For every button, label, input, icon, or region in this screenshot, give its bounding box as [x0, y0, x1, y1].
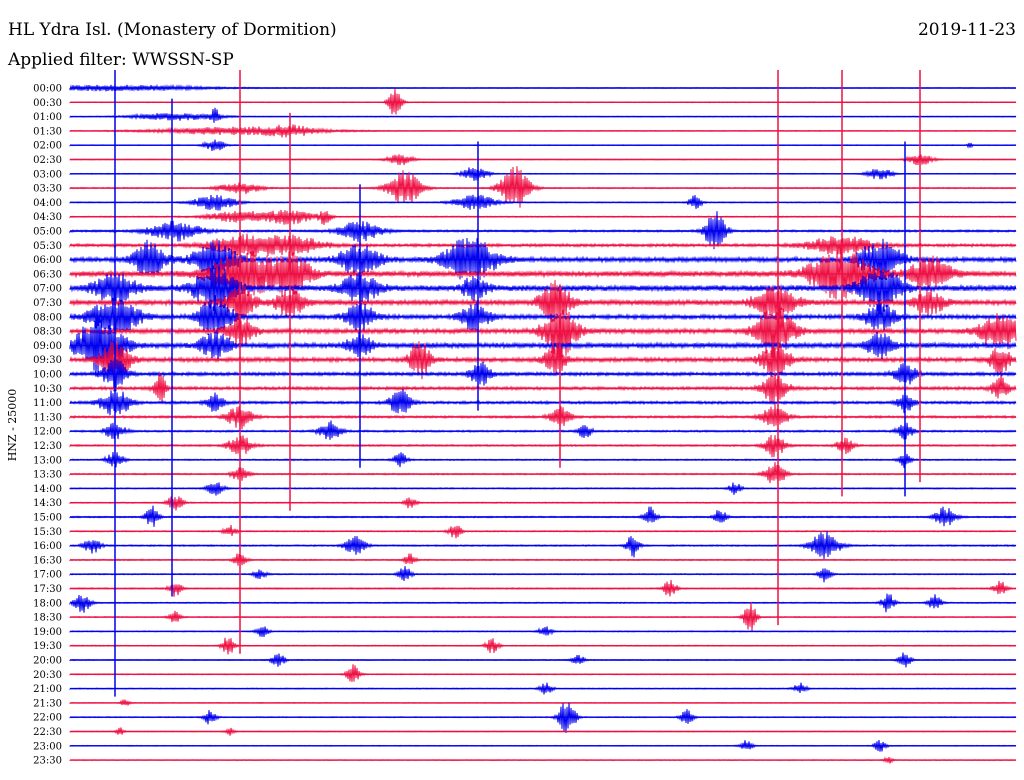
time-tick-label: 04:00: [33, 198, 62, 209]
time-tick-label: 20:30: [33, 670, 62, 681]
trace-1000: [69, 359, 1017, 392]
trace-1330: [69, 462, 1017, 484]
time-tick-label: 02:00: [33, 141, 62, 152]
time-tick-label: 08:00: [33, 312, 62, 323]
time-tick-label: 23:00: [33, 741, 62, 752]
time-tick-label: 07:00: [33, 284, 62, 295]
time-tick-label: 17:30: [33, 584, 62, 595]
time-tick-label: 00:00: [33, 84, 62, 95]
trace-group: [69, 70, 1017, 764]
time-tick-label: 17:00: [33, 570, 62, 581]
time-tick-label: 01:00: [33, 112, 62, 123]
time-tick-label: 19:30: [33, 641, 62, 652]
filter-label: Applied filter: WWSSN-SP: [8, 50, 234, 70]
time-tick-label: 23:30: [33, 756, 62, 767]
station-title: HL Ydra Isl. (Monastery of Dormition): [8, 20, 337, 40]
time-tick-labels: 00:00 00:30 01:00 01:30 02:00 02:30 03:00 03:30…: [33, 84, 62, 767]
time-tick-label: 06:30: [33, 269, 62, 280]
time-tick-label: 08:30: [33, 327, 62, 338]
trace-0030: [69, 88, 1017, 115]
time-tick-label: 10:00: [33, 370, 62, 381]
time-tick-label: 16:30: [33, 555, 62, 566]
time-tick-label: 21:30: [33, 698, 62, 709]
time-tick-label: 05:30: [33, 241, 62, 252]
time-tick-label: 16:00: [33, 541, 62, 552]
time-tick-label: 03:30: [33, 184, 62, 195]
time-tick-label: 22:00: [33, 713, 62, 724]
time-tick-label: 09:30: [33, 355, 62, 366]
time-tick-label: 02:30: [33, 155, 62, 166]
trace-0430: [69, 209, 1017, 226]
trace-1200: [69, 420, 1017, 440]
time-tick-label: 18:30: [33, 613, 62, 624]
time-tick-label: 20:00: [33, 656, 62, 667]
time-tick-label: 15:00: [33, 513, 62, 524]
time-tick-label: 15:30: [33, 527, 62, 538]
trace-2030: [69, 664, 1017, 682]
time-tick-label: 10:30: [33, 384, 62, 395]
record-date: 2019-11-23: [917, 20, 1016, 40]
time-tick-label: 05:00: [33, 227, 62, 238]
time-tick-label: 14:30: [33, 498, 62, 509]
trace-0100: [69, 107, 1017, 123]
time-tick-label: 00:30: [33, 98, 62, 109]
time-tick-label: 01:30: [33, 126, 62, 137]
time-tick-label: 21:00: [33, 684, 62, 695]
time-tick-label: 14:00: [33, 484, 62, 495]
time-tick-label: 06:00: [33, 255, 62, 266]
time-tick-label: 19:00: [33, 627, 62, 638]
y-axis-label: HNZ - 25000: [6, 389, 19, 462]
time-tick-label: 09:00: [33, 341, 62, 352]
time-tick-label: 12:00: [33, 427, 62, 438]
time-tick-label: 13:30: [33, 470, 62, 481]
time-tick-label: 22:30: [33, 727, 62, 738]
time-tick-label: 11:00: [33, 398, 62, 409]
time-tick-label: 11:30: [33, 412, 62, 423]
time-tick-label: 03:00: [33, 169, 62, 180]
time-tick-label: 13:00: [33, 455, 62, 466]
time-tick-label: 18:00: [33, 598, 62, 609]
time-tick-label: 04:30: [33, 212, 62, 223]
time-tick-label: 07:30: [33, 298, 62, 309]
time-tick-label: 12:30: [33, 441, 62, 452]
